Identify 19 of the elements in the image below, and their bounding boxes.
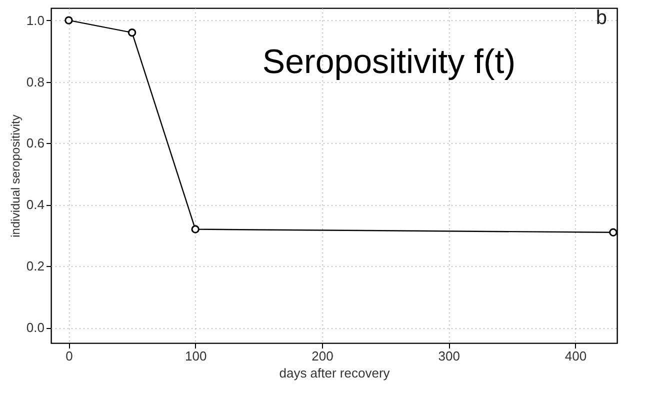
- point: [191, 225, 200, 234]
- x-axis-title: days after recovery: [279, 366, 390, 380]
- y-tick-label: 1.0: [26, 12, 44, 28]
- y-tick-label: 0.6: [26, 136, 44, 151]
- y-tick-label: 0.8: [26, 74, 44, 90]
- y-tick-label: 0.2: [26, 258, 44, 274]
- x-tick-label: 300: [438, 348, 460, 364]
- point: [128, 28, 136, 37]
- x-tick-label: 0: [66, 348, 73, 364]
- x-tick-label: 100: [184, 348, 207, 364]
- text: Seropositivity f(t): [262, 43, 516, 81]
- y-tick-label: 0.0: [26, 320, 44, 336]
- annotation: b: [596, 7, 607, 29]
- point: [609, 228, 618, 236]
- x-tick-label: 200: [312, 348, 334, 364]
- x-tick-label: 400: [564, 348, 587, 364]
- y-axis-title: individual seropositivity: [8, 114, 22, 238]
- point: [64, 16, 73, 24]
- y-tick-label: 0.4: [26, 197, 44, 212]
